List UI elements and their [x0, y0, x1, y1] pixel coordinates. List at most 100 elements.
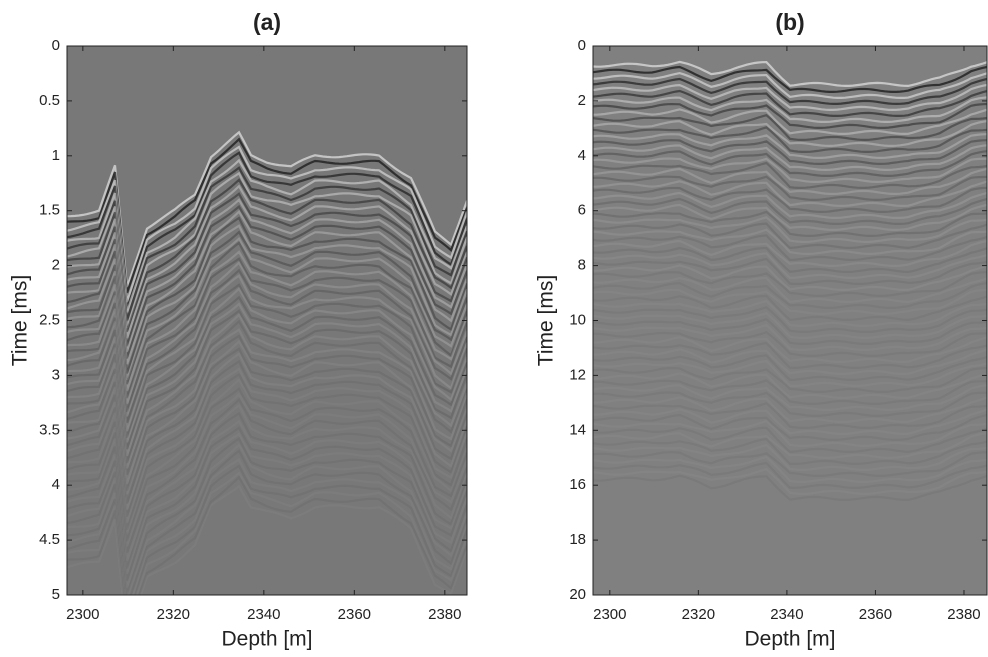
reflector	[593, 108, 987, 136]
reflector	[593, 311, 987, 340]
y-tick-label: 0	[52, 37, 60, 54]
y-tick-label: 4	[52, 476, 60, 493]
reflector	[67, 397, 467, 553]
reflector	[67, 436, 467, 595]
reflector	[593, 222, 987, 250]
reflector	[593, 341, 987, 370]
reflector	[593, 126, 987, 153]
reflector	[593, 384, 987, 412]
image-panel	[67, 46, 467, 595]
reflector	[593, 60, 987, 88]
reflector	[593, 144, 987, 172]
reflector	[67, 145, 467, 303]
reflector	[67, 209, 467, 365]
y-tick-label: 18	[569, 531, 586, 548]
reflector	[67, 392, 467, 547]
y-tick-label: 2	[52, 257, 60, 274]
reflector	[67, 347, 467, 504]
reflector	[67, 471, 467, 595]
y-tick-label: 4	[578, 147, 586, 164]
reflector	[67, 302, 467, 457]
reflector	[67, 257, 467, 413]
x-tick-label: 2300	[593, 606, 626, 623]
reflector	[593, 330, 987, 358]
reflector	[67, 158, 467, 313]
reflector	[593, 150, 987, 178]
reflector	[67, 449, 467, 595]
reflector	[593, 359, 987, 388]
reflector	[67, 403, 467, 562]
y-tick-label: 1.5	[39, 202, 60, 219]
reflector	[67, 283, 467, 438]
reflector	[67, 216, 467, 374]
reflector	[593, 474, 987, 502]
reflector	[593, 139, 987, 166]
reflector	[67, 328, 467, 485]
reflector	[593, 96, 987, 123]
reflector	[593, 228, 987, 256]
reflector	[593, 71, 987, 99]
reflector	[593, 294, 987, 322]
reflector	[593, 396, 987, 424]
x-tick-label: 2360	[338, 606, 371, 623]
x-tick-label: 2340	[247, 606, 280, 623]
reflector	[593, 264, 987, 292]
reflector	[67, 359, 467, 517]
reflector	[593, 354, 987, 382]
x-tick-label: 2320	[682, 606, 715, 623]
y-tick-label: 12	[569, 366, 586, 383]
reflector	[593, 77, 987, 106]
reflector	[67, 130, 467, 288]
reflector	[593, 180, 987, 208]
reflector	[593, 451, 987, 478]
reflector	[67, 352, 467, 510]
reflector	[593, 234, 987, 262]
x-tick-label: 2300	[66, 606, 99, 623]
reflector	[67, 313, 467, 469]
reflector	[593, 419, 987, 448]
reflector	[593, 299, 987, 328]
x-tick-label: 2340	[770, 606, 803, 623]
y-axis-label: Time [ms]	[9, 275, 32, 366]
reflector	[67, 178, 467, 333]
reflector	[593, 239, 987, 267]
y-tick-label: 3.5	[39, 421, 60, 438]
reflector	[593, 408, 987, 436]
reflector	[593, 426, 987, 454]
y-tick-label: 20	[569, 586, 586, 603]
reflector	[67, 171, 467, 329]
reflector	[67, 236, 467, 391]
reflector	[67, 426, 467, 581]
reflector	[593, 288, 987, 316]
reflector	[593, 102, 987, 129]
reflector	[593, 257, 987, 285]
x-axis-label: Depth [m]	[221, 628, 312, 651]
x-tick-label: 2380	[428, 606, 461, 623]
y-tick-label: 0.5	[39, 92, 60, 109]
reflector	[67, 443, 467, 595]
reflector	[67, 287, 467, 443]
reflector	[593, 372, 987, 400]
reflector	[593, 348, 987, 376]
reflector	[67, 387, 467, 542]
reflector	[67, 274, 467, 432]
reflector	[593, 402, 987, 429]
reflector	[67, 241, 467, 399]
reflector	[67, 484, 467, 595]
reflector	[593, 443, 987, 472]
y-tick-label: 6	[578, 202, 586, 219]
y-tick-label: 0	[578, 37, 586, 54]
x-tick-label: 2320	[157, 606, 190, 623]
reflector	[593, 83, 987, 112]
reflector	[593, 336, 987, 363]
reflector	[67, 475, 467, 595]
reflector	[593, 133, 987, 160]
reflector	[67, 432, 467, 589]
reflector	[593, 455, 987, 484]
y-tick-label: 8	[578, 257, 586, 274]
reflector	[593, 157, 987, 184]
reflector	[593, 191, 987, 219]
y-tick-label: 2.5	[39, 311, 60, 328]
chart-title: (a)	[253, 9, 281, 35]
